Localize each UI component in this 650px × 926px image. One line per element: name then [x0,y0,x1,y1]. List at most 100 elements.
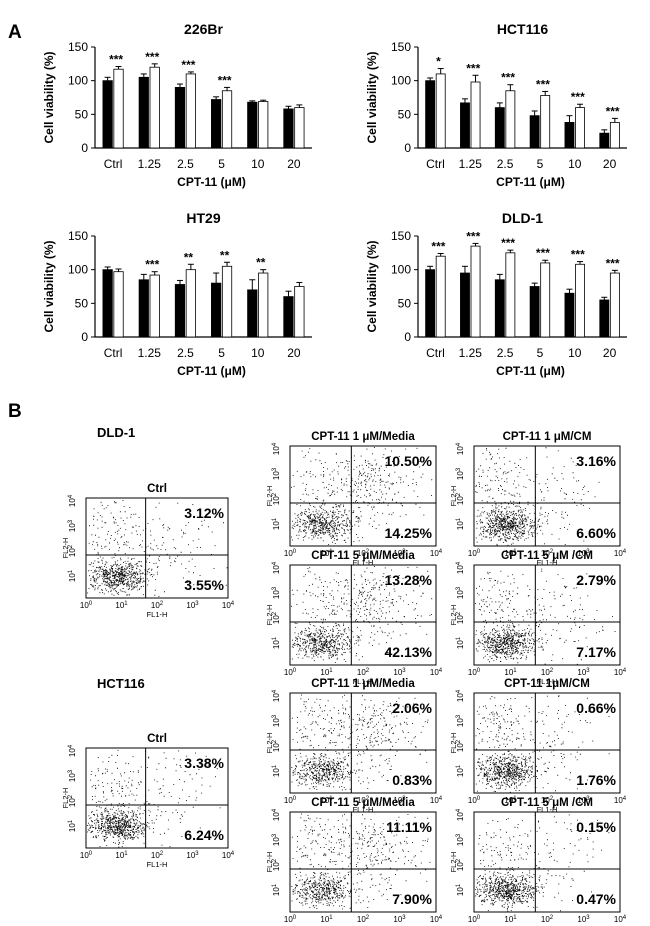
significance-label: *** [571,248,585,262]
x-axis-label: FL1-H [353,558,374,567]
x-tick-label: 102 [357,796,370,805]
x-tick-label: 100 [284,549,297,558]
plot-frame [473,445,621,547]
chart-title: HCT116 [497,21,549,37]
bar [149,274,160,338]
x-tick-label: 102 [541,549,554,558]
bar [283,296,294,338]
y-tick-label: 50 [75,296,89,310]
x-tick-label: 103 [186,601,199,610]
x-tick-label: 100 [80,601,93,610]
bar [425,80,436,149]
upper-right-percentage: 0.15% [576,819,616,835]
significance-label: *** [606,104,620,118]
y-axis-label: Cell viability (%) [42,51,56,143]
flow-plot-title: CPT-11 1 μM/CM [503,431,592,443]
x-tick-label: 102 [541,668,554,677]
bar [505,90,516,149]
category-label: 5 [218,157,225,171]
x-tick-label: 101 [320,796,333,805]
category-label: 2.5 [497,346,514,360]
y-tick-label: 102 [456,611,465,624]
y-tick-label: 104 [456,808,465,821]
y-axis-label: FL2-H [449,852,458,873]
bar [609,272,620,338]
significance-label: *** [571,90,585,104]
x-axis-label: FL1-H [537,805,558,814]
x-axis-label: FL1-H [353,677,374,686]
x-tick-label: 104 [614,915,627,924]
significance-label: *** [218,73,232,87]
bar [174,284,186,338]
x-axis-label: CPT-11 (μM) [177,175,246,189]
bar [435,255,446,338]
upper-right-percentage: 0.66% [576,700,616,716]
y-axis-label: FL2-H [449,486,458,507]
lower-right-percentage: 0.83% [392,772,432,788]
y-tick-label: 103 [272,467,281,480]
y-tick-label: 102 [456,492,465,505]
bar [460,272,470,338]
bar-chart-2: HT29 0 50 100 150 Cell viability (%) CPT-11 (μ… [42,210,312,378]
x-tick-label: 102 [541,796,554,805]
scatter-dots [87,500,228,597]
bar [138,279,149,338]
x-tick-label: 104 [430,796,443,805]
bar [247,101,258,149]
y-tick-label: 102 [272,611,281,624]
y-tick-label: 104 [68,744,77,757]
x-axis-label: FL1-H [537,924,558,926]
bar [211,99,222,149]
bar [294,286,305,338]
x-tick-label: 100 [468,668,481,677]
y-tick-label: 102 [272,492,281,505]
bar [258,101,269,149]
category-label: Ctrl [104,346,123,360]
x-axis-label: CPT-11 (μM) [177,364,246,378]
upper-right-percentage: 3.16% [576,453,616,469]
cell-line-label: HCT116 [97,676,145,691]
flow-plot-title: Ctrl [147,483,167,495]
bar [529,115,540,149]
x-axis-label: CPT-11 (μM) [496,175,565,189]
y-tick-label: 150 [391,40,411,54]
flow-plot: Ctrl 3.12% 3.55% 100 101 102 103 104 FL1-H 101 102… [61,483,235,619]
scatter-dots [291,447,433,545]
flow-plot-title: Ctrl [147,733,167,745]
flow-plot-title: CPT-11 1 μM/Media [311,678,415,690]
bar-chart-3: DLD-1 0 50 100 150 Cell viability (%) CPT-11 (… [365,210,627,378]
y-tick-label: 100 [68,263,88,277]
category-label: 20 [287,346,301,360]
bar [564,292,575,338]
significance-label: *** [501,236,515,250]
x-tick-label: 103 [393,668,406,677]
y-tick-label: 103 [456,833,465,846]
y-tick-label: 50 [398,296,412,310]
y-tick-label: 104 [272,442,281,455]
y-axis-label: FL2-H [61,538,70,559]
x-tick-label: 102 [357,915,370,924]
category-label: 1.25 [138,346,162,360]
bar [149,66,160,149]
y-tick-label: 101 [456,517,465,530]
significance-label: *** [536,77,550,91]
bar [529,286,540,338]
bar [435,73,446,149]
flow-plot: CPT-11 5 μM /CM 0.15% 0.47% 100 101 102 103 104… [449,797,627,926]
y-tick-label: 101 [272,883,281,896]
plot-frame [473,811,621,913]
y-tick-label: 104 [68,494,77,507]
x-tick-label: 103 [393,796,406,805]
category-label: 5 [537,346,544,360]
y-tick-label: 50 [398,107,412,121]
bar [221,265,233,338]
x-tick-label: 101 [504,796,517,805]
significance-label: ** [256,256,266,270]
y-tick-label: 102 [272,858,281,871]
x-axis-label: FL1-H [353,805,374,814]
x-axis-label: FL1-H [353,924,374,926]
bar [494,107,505,149]
lower-right-percentage: 14.25% [385,525,433,541]
y-tick-label: 103 [456,714,465,727]
